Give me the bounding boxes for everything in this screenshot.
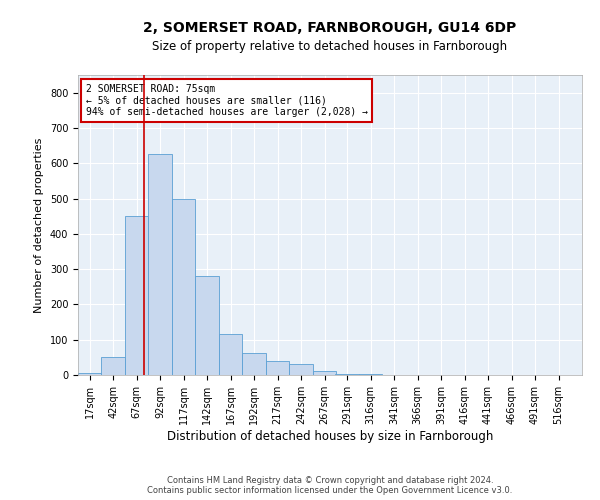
Bar — [313, 372, 337, 375]
Bar — [125, 216, 148, 375]
Bar — [359, 374, 382, 375]
Text: Contains HM Land Registry data © Crown copyright and database right 2024.
Contai: Contains HM Land Registry data © Crown c… — [148, 476, 512, 495]
X-axis label: Distribution of detached houses by size in Farnborough: Distribution of detached houses by size … — [167, 430, 493, 442]
Bar — [219, 334, 242, 375]
Bar — [335, 374, 359, 375]
Title: Size of property relative to detached houses in Farnborough: Size of property relative to detached ho… — [152, 40, 508, 53]
Bar — [196, 276, 219, 375]
Text: 2 SOMERSET ROAD: 75sqm
← 5% of detached houses are smaller (116)
94% of semi-det: 2 SOMERSET ROAD: 75sqm ← 5% of detached … — [86, 84, 368, 117]
Y-axis label: Number of detached properties: Number of detached properties — [34, 138, 44, 312]
Bar — [266, 361, 289, 375]
Bar — [78, 373, 101, 375]
Bar — [101, 358, 125, 375]
Text: 2, SOMERSET ROAD, FARNBOROUGH, GU14 6DP: 2, SOMERSET ROAD, FARNBOROUGH, GU14 6DP — [143, 21, 517, 35]
Bar — [289, 364, 313, 375]
Bar — [172, 198, 196, 375]
Bar — [242, 353, 266, 375]
Bar — [148, 154, 172, 375]
